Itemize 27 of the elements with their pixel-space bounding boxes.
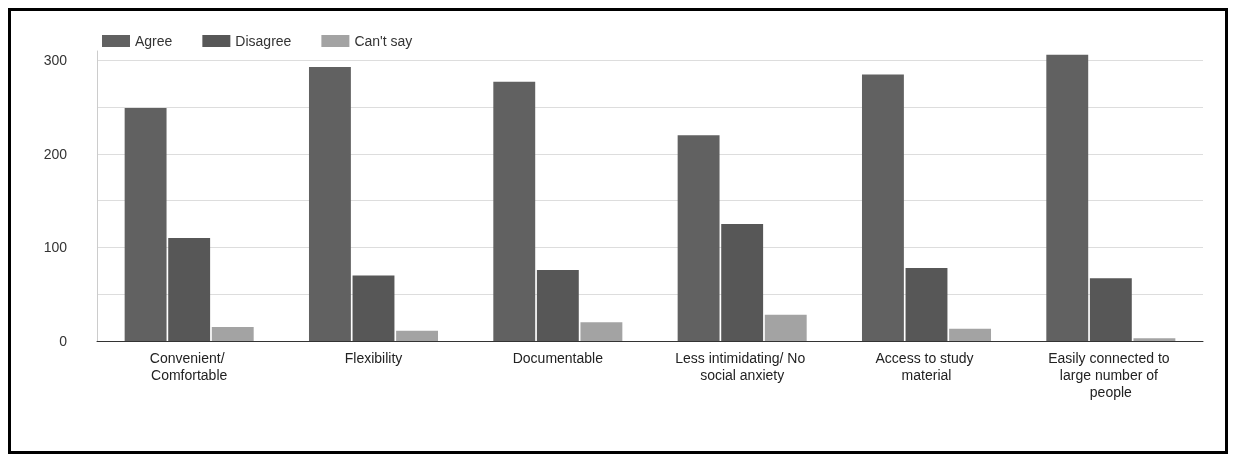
bar bbox=[580, 322, 623, 341]
x-tick-label: Easily connected to large number of people bbox=[1048, 349, 1174, 400]
x-tick-label: Convenient/ Comfortable bbox=[149, 349, 229, 383]
x-tick-label: Access to study material bbox=[875, 349, 978, 383]
bar bbox=[1046, 54, 1089, 341]
x-tick-label: Less intimidating/ No social anxiety bbox=[675, 349, 810, 383]
y-tick-label: 100 bbox=[43, 239, 68, 256]
bar bbox=[1133, 338, 1176, 341]
bar bbox=[352, 275, 395, 341]
bar bbox=[861, 74, 904, 341]
bar bbox=[308, 66, 351, 341]
bar bbox=[396, 330, 439, 341]
x-tick-label: Documentable bbox=[512, 349, 604, 366]
bar bbox=[764, 314, 807, 341]
y-tick-label: 300 bbox=[43, 52, 68, 69]
bar bbox=[905, 268, 948, 341]
x-tick-label: Flexibility bbox=[344, 349, 403, 366]
bar bbox=[211, 326, 254, 341]
legend-label: Disagree bbox=[235, 33, 292, 49]
legend-label: Can't say bbox=[354, 33, 413, 49]
bar bbox=[1089, 278, 1132, 341]
bar bbox=[493, 81, 536, 341]
bar bbox=[536, 269, 579, 341]
y-tick-label: 0 bbox=[59, 333, 68, 349]
y-tick-label: 200 bbox=[43, 145, 68, 162]
legend-label: Agree bbox=[135, 33, 173, 49]
bar bbox=[949, 328, 992, 341]
